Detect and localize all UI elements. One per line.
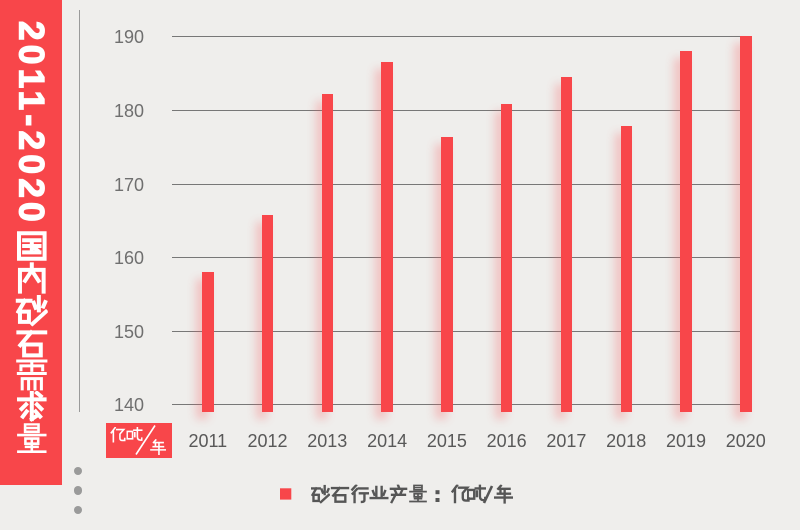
svg-text:2011-2020: 2011-2020 (12, 21, 51, 226)
